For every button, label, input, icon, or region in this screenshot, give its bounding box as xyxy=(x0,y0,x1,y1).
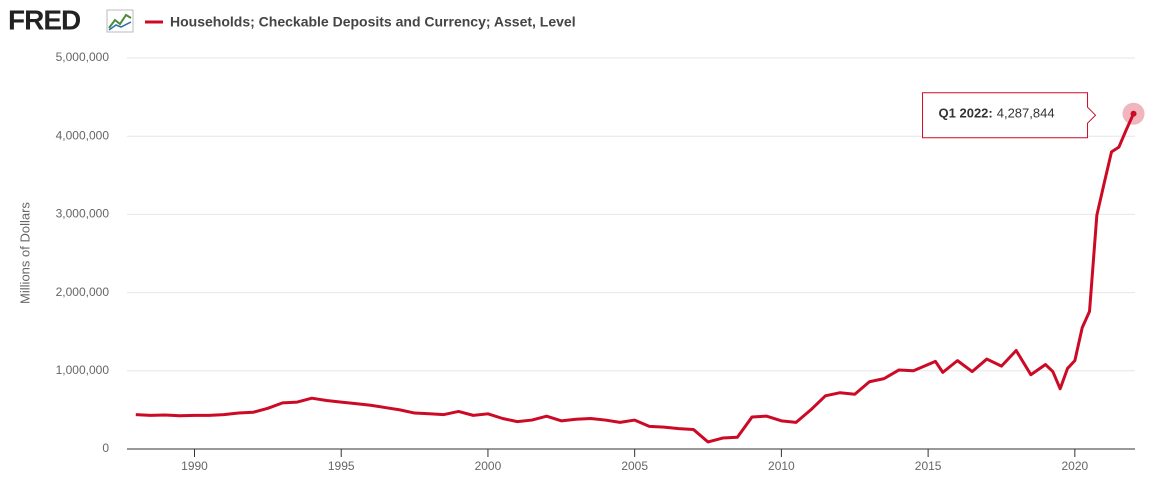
x-tick-label: 2005 xyxy=(621,459,648,473)
logo: FRED xyxy=(8,4,81,35)
tooltip-text: Q1 2022: 4,287,844 xyxy=(939,106,1055,121)
x-tick-label: 2020 xyxy=(1061,459,1088,473)
x-tick-label: 2010 xyxy=(768,459,795,473)
y-tick-label: 3,000,000 xyxy=(56,207,110,221)
y-tick-label: 0 xyxy=(102,441,109,455)
hover-point xyxy=(1130,110,1137,117)
tooltip-value: 4,287,844 xyxy=(997,106,1055,121)
tooltip-box xyxy=(922,92,1097,139)
legend-label: Households; Checkable Deposits and Curre… xyxy=(170,14,576,30)
x-tick-label: 2015 xyxy=(915,459,942,473)
y-axis-label: Millions of Dollars xyxy=(17,202,32,304)
x-tick-label: 1995 xyxy=(328,459,355,473)
series-line xyxy=(135,113,1135,444)
y-tick-label: 4,000,000 xyxy=(56,128,110,142)
x-tick-label: 1990 xyxy=(181,459,208,473)
x-tick-label: 2000 xyxy=(475,459,502,473)
y-tick-label: 2,000,000 xyxy=(56,285,110,299)
logo-icon xyxy=(106,9,134,33)
y-tick-label: 5,000,000 xyxy=(56,50,110,64)
tooltip-label: Q1 2022: xyxy=(939,106,993,121)
y-tick-label: 1,000,000 xyxy=(56,363,110,377)
